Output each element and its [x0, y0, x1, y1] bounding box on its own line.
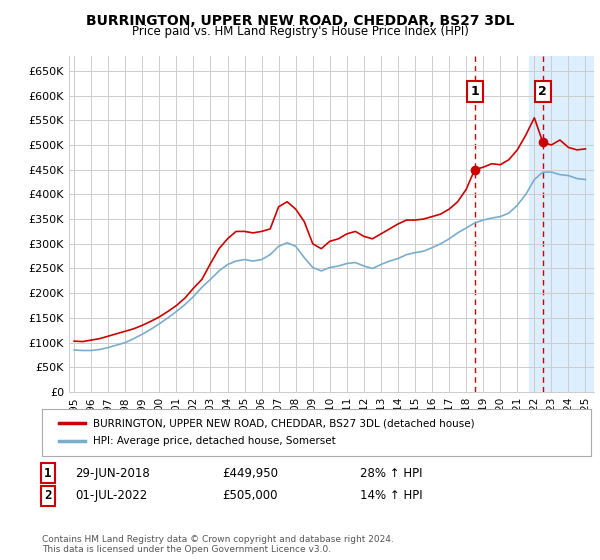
Text: 28% ↑ HPI: 28% ↑ HPI — [360, 466, 422, 480]
Text: £449,950: £449,950 — [222, 466, 278, 480]
Bar — [529, 56, 594, 392]
Text: 1: 1 — [44, 466, 52, 480]
Text: 01-JUL-2022: 01-JUL-2022 — [75, 489, 147, 502]
Text: £505,000: £505,000 — [222, 489, 277, 502]
Text: 14% ↑ HPI: 14% ↑ HPI — [360, 489, 422, 502]
Text: 1: 1 — [470, 85, 479, 98]
Text: 29-JUN-2018: 29-JUN-2018 — [75, 466, 150, 480]
Legend: BURRINGTON, UPPER NEW ROAD, CHEDDAR, BS27 3DL (detached house), HPI: Average pri: BURRINGTON, UPPER NEW ROAD, CHEDDAR, BS2… — [53, 413, 481, 452]
Text: 2: 2 — [44, 489, 52, 502]
Text: Contains HM Land Registry data © Crown copyright and database right 2024.
This d: Contains HM Land Registry data © Crown c… — [42, 535, 394, 554]
Text: 2: 2 — [538, 85, 547, 98]
Text: BURRINGTON, UPPER NEW ROAD, CHEDDAR, BS27 3DL: BURRINGTON, UPPER NEW ROAD, CHEDDAR, BS2… — [86, 14, 514, 28]
Text: Price paid vs. HM Land Registry's House Price Index (HPI): Price paid vs. HM Land Registry's House … — [131, 25, 469, 38]
